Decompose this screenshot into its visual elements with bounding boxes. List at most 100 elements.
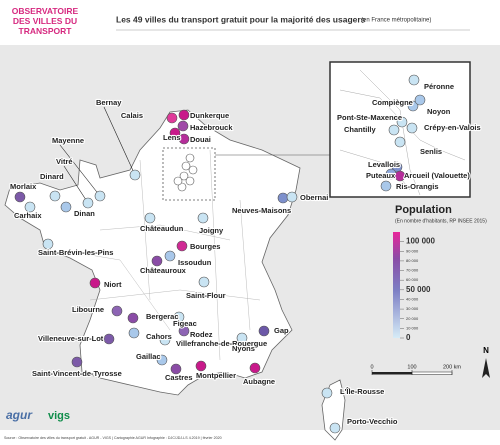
city-marker bbox=[258, 325, 270, 337]
city-label: Vitré bbox=[56, 157, 73, 166]
footer-logo: agur bbox=[6, 408, 33, 422]
city-label: Villefranche-de-Rouergue bbox=[176, 339, 267, 348]
legend-tick-label: 80 000 bbox=[406, 258, 419, 263]
scale-label: 0 bbox=[370, 364, 373, 370]
city-label: L'Île-Rousse bbox=[340, 387, 384, 396]
leader-line bbox=[59, 144, 101, 197]
city-label: Libourne bbox=[72, 305, 104, 314]
city-marker bbox=[49, 190, 61, 202]
cities: Calais Dunkerque Hazebrouck Lens Douai Bernay… bbox=[9, 74, 482, 434]
city-marker bbox=[380, 180, 392, 192]
city-label: Arcueil (Valouette) bbox=[404, 171, 470, 180]
city-label: Niort bbox=[104, 280, 122, 289]
city-marker bbox=[394, 170, 406, 182]
legend-tick-label: 70 000 bbox=[406, 268, 419, 273]
city-marker bbox=[414, 94, 426, 106]
city-label: Péronne bbox=[424, 82, 454, 91]
logo: OBSERVATOIRE DES VILLES DU TRANSPORT GRA… bbox=[12, 6, 78, 38]
city-marker bbox=[178, 133, 190, 145]
city-marker bbox=[82, 197, 94, 209]
city-label: Morlaix bbox=[10, 182, 37, 191]
city-marker bbox=[24, 201, 36, 213]
city-label: Aubagne bbox=[243, 377, 275, 386]
city-marker bbox=[129, 169, 141, 181]
city-label: Ris-Orangis bbox=[396, 182, 439, 191]
city-marker bbox=[170, 363, 182, 375]
city-label: Saint-Brévin-les-Pins bbox=[38, 248, 113, 257]
city-label: Dinard bbox=[40, 172, 64, 181]
city-label: Bernay bbox=[96, 98, 122, 107]
city-label: Gap bbox=[274, 326, 289, 335]
department-borders bbox=[59, 149, 261, 361]
city-label: Chantilly bbox=[344, 125, 376, 134]
city-marker bbox=[178, 109, 190, 121]
city-marker bbox=[42, 238, 54, 250]
north-label: N bbox=[483, 346, 489, 355]
city-marker bbox=[249, 362, 261, 374]
city-marker bbox=[164, 250, 176, 262]
city-label: Issoudun bbox=[178, 258, 212, 267]
city-label: Bergerac bbox=[146, 312, 179, 321]
scale-segment bbox=[411, 371, 453, 375]
city-label: Senlis bbox=[420, 147, 442, 156]
city-marker bbox=[396, 116, 408, 128]
legend-ticks: 100 000 90 000 80 000 70 000 60 000 50 000 40 … bbox=[400, 237, 435, 342]
city-label: Rodez bbox=[190, 330, 213, 339]
city-marker bbox=[144, 212, 156, 224]
city-label: Pont-Ste-Maxence bbox=[337, 113, 402, 122]
city-label: Compiègne bbox=[372, 98, 413, 107]
city-marker bbox=[408, 74, 420, 86]
leader-line bbox=[103, 106, 136, 176]
legend-tick-label: 100 000 bbox=[406, 237, 435, 246]
legend-tick-label: 0 bbox=[406, 333, 411, 342]
city-marker bbox=[198, 276, 210, 288]
legend-tick-label: 50 000 bbox=[406, 285, 431, 294]
city-marker bbox=[60, 201, 72, 213]
city-label: Villeneuve-sur-Lot bbox=[38, 334, 104, 343]
city-label: Noyon bbox=[427, 107, 451, 116]
legend-tick-label: 40 000 bbox=[406, 297, 419, 302]
city-label: Crépy-en-Valois bbox=[424, 123, 481, 132]
city-label: Nyons bbox=[232, 344, 255, 353]
city-marker bbox=[178, 325, 190, 337]
city-marker bbox=[128, 327, 140, 339]
city-marker bbox=[195, 360, 207, 372]
city-label: Bourges bbox=[190, 242, 220, 251]
city-label: Dinan bbox=[74, 209, 95, 218]
city-marker bbox=[176, 240, 188, 252]
city-marker bbox=[89, 277, 101, 289]
city-marker bbox=[166, 112, 178, 124]
legend-tick-label: 20 000 bbox=[406, 316, 419, 321]
city-marker bbox=[277, 192, 289, 204]
city-marker bbox=[111, 305, 123, 317]
city-label: Hazebrouck bbox=[190, 123, 233, 132]
city-label: Calais bbox=[121, 111, 143, 120]
city-label: Figeac bbox=[173, 319, 197, 328]
city-label: Saint-Flour bbox=[186, 291, 226, 300]
scale-label: 200 km bbox=[443, 364, 461, 370]
paris-cluster bbox=[173, 153, 198, 192]
city-label: Obernai bbox=[300, 193, 328, 202]
city-marker bbox=[103, 333, 115, 345]
city-marker bbox=[94, 190, 106, 202]
city-marker bbox=[197, 212, 209, 224]
title: Les 49 villes du transport gratuit pour … bbox=[116, 14, 366, 24]
city-marker bbox=[169, 127, 181, 139]
city-label: Châteaudun bbox=[140, 224, 184, 233]
city-label: Douai bbox=[190, 135, 211, 144]
city-label: Castres bbox=[165, 373, 193, 382]
france-mainland bbox=[4, 109, 301, 396]
city-marker bbox=[388, 124, 400, 136]
city-marker bbox=[151, 255, 163, 267]
city-label: Dunkerque bbox=[190, 111, 229, 120]
scale-bar: 0 100 200 km bbox=[370, 364, 461, 375]
city-marker bbox=[407, 100, 419, 112]
city-marker bbox=[236, 332, 248, 344]
city-marker bbox=[406, 122, 418, 134]
zoom-area bbox=[162, 147, 216, 201]
inset-borders bbox=[339, 69, 466, 196]
city-label: Puteaux bbox=[366, 171, 396, 180]
source: Source : Observatoire des villes du tran… bbox=[4, 436, 222, 440]
city-label: Joigny bbox=[199, 226, 224, 235]
